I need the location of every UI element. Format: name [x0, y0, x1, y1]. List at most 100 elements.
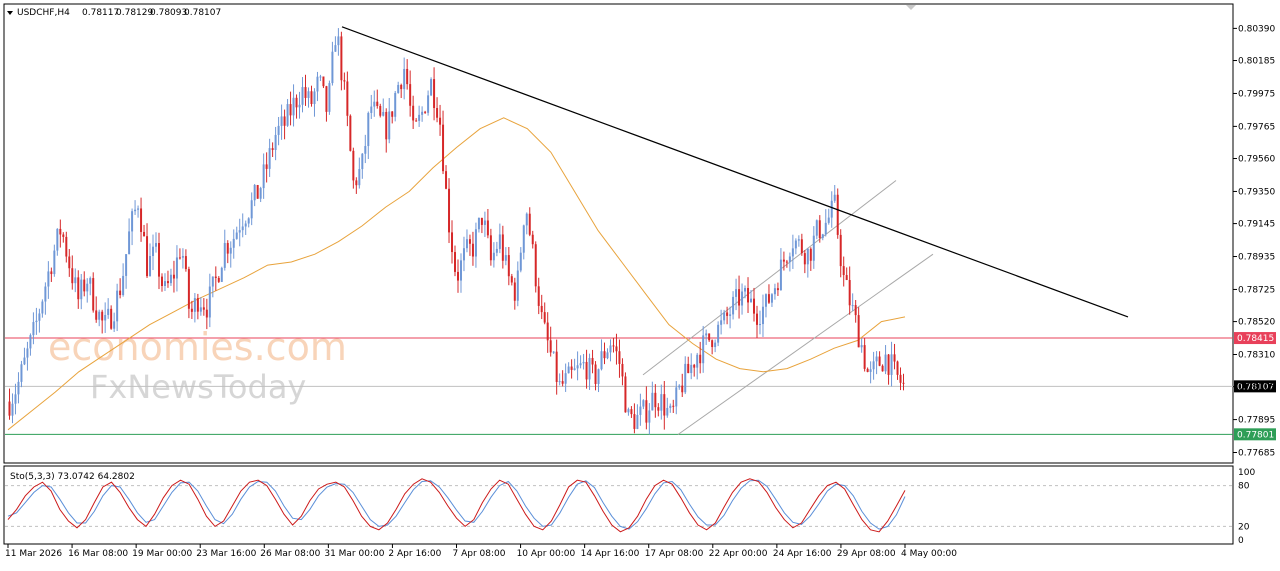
- candle-body: [166, 281, 169, 284]
- candle-body: [477, 217, 480, 230]
- candle-body: [196, 298, 199, 312]
- candle-body: [806, 248, 809, 265]
- candle-body: [415, 120, 418, 122]
- ohlc-low: 0.78093: [150, 8, 187, 18]
- candle-body: [705, 333, 708, 336]
- candle-body: [890, 354, 893, 375]
- candle-body: [199, 307, 202, 312]
- candle-body: [232, 238, 235, 248]
- candle-body: [134, 209, 137, 212]
- candle-body: [627, 409, 630, 413]
- candle-body: [579, 363, 582, 366]
- trendline: [341, 26, 1129, 318]
- candle-body: [169, 274, 172, 284]
- y-tick-label: 0.78520: [1238, 318, 1275, 328]
- candle-body: [421, 111, 424, 115]
- y-tick-label: 0.79350: [1238, 187, 1275, 197]
- candle-body: [247, 218, 250, 224]
- candle-body: [346, 81, 349, 116]
- candle-body: [537, 286, 540, 306]
- dropdown-triangle-icon[interactable]: [7, 11, 13, 15]
- candle-body: [693, 364, 696, 368]
- x-tick-label: 19 Mar 00:00: [132, 549, 192, 559]
- candle-body: [367, 112, 370, 147]
- candle-body: [764, 294, 767, 307]
- channel-upper-line[interactable]: [642, 180, 897, 376]
- candle-body: [445, 171, 448, 189]
- candle-body: [902, 382, 905, 384]
- candle-body: [280, 116, 283, 126]
- candle-body: [35, 320, 38, 323]
- candle-body: [107, 308, 110, 315]
- candle-body: [394, 92, 397, 117]
- candle-body: [507, 255, 510, 277]
- candle-body: [474, 229, 477, 257]
- candle-body: [875, 356, 878, 362]
- candle-body: [337, 36, 340, 46]
- candle-body: [295, 97, 298, 108]
- candle-body: [753, 298, 756, 314]
- y-tick-label: 0.77685: [1238, 449, 1275, 459]
- candle-body: [750, 298, 753, 303]
- candle-body: [483, 220, 486, 225]
- candle-body: [184, 256, 187, 270]
- y-tick-label: 0.79975: [1238, 89, 1275, 99]
- downtrend-line[interactable]: [341, 26, 1129, 318]
- candle-body: [325, 86, 328, 112]
- y-tick-label: 0.79560: [1238, 155, 1275, 165]
- candle-body: [379, 105, 382, 116]
- x-tick-label: 26 Mar 08:00: [260, 549, 320, 559]
- candle-body: [660, 394, 663, 411]
- candle-body: [391, 111, 394, 117]
- candle-body: [842, 266, 845, 276]
- candle-body: [370, 106, 373, 113]
- candle-body: [152, 246, 155, 257]
- candle-body: [576, 365, 579, 369]
- candle-body: [283, 116, 286, 126]
- candle-body: [489, 235, 492, 261]
- candle-body: [92, 278, 95, 311]
- candle-body: [349, 115, 352, 151]
- stochastic-panel: 100 80 20 0: [5, 468, 1255, 546]
- shift-marker-icon[interactable]: [906, 5, 916, 10]
- candle-body: [839, 234, 842, 267]
- candle-body: [436, 108, 439, 118]
- x-tick-label: 31 Mar 00:00: [324, 549, 384, 559]
- candle-body: [594, 364, 597, 385]
- candle-body: [23, 357, 26, 365]
- candle-body: [74, 277, 77, 284]
- stoch-tick-label: 0: [1238, 536, 1244, 546]
- candle-body: [286, 104, 289, 126]
- candle-body: [744, 288, 747, 292]
- candle-body: [684, 363, 687, 393]
- candle-body: [214, 276, 217, 278]
- candle-body: [741, 291, 744, 306]
- candle-body: [217, 277, 220, 282]
- stoch-main-line: [7, 478, 906, 533]
- moving-average: [7, 117, 906, 431]
- candle-body: [119, 290, 122, 296]
- candle-body: [645, 400, 648, 423]
- candle-body: [717, 324, 720, 343]
- candle-body: [418, 114, 421, 121]
- candle-body: [552, 351, 555, 353]
- candle-body: [113, 321, 116, 329]
- candle-body: [896, 361, 899, 375]
- watermark-line1: economies.com: [48, 325, 347, 369]
- candle-body: [424, 111, 427, 113]
- watermark-line2: FxNewsToday: [90, 368, 306, 406]
- candle-body: [271, 148, 274, 150]
- x-tick-label: 29 Apr 08:00: [837, 549, 896, 559]
- candle-body: [71, 268, 74, 284]
- stoch-tick-label: 20: [1238, 522, 1250, 532]
- candle-body: [657, 407, 660, 411]
- candle-body: [818, 220, 821, 239]
- candle-body: [256, 185, 259, 199]
- candle-body: [788, 256, 791, 263]
- x-tick-label: 16 Mar 08:00: [68, 549, 128, 559]
- channel-lower-line[interactable]: [677, 253, 934, 435]
- x-tick-label: 23 Mar 16:00: [196, 549, 256, 559]
- candle-body: [732, 296, 735, 315]
- y-tick-label: 0.79765: [1238, 122, 1275, 132]
